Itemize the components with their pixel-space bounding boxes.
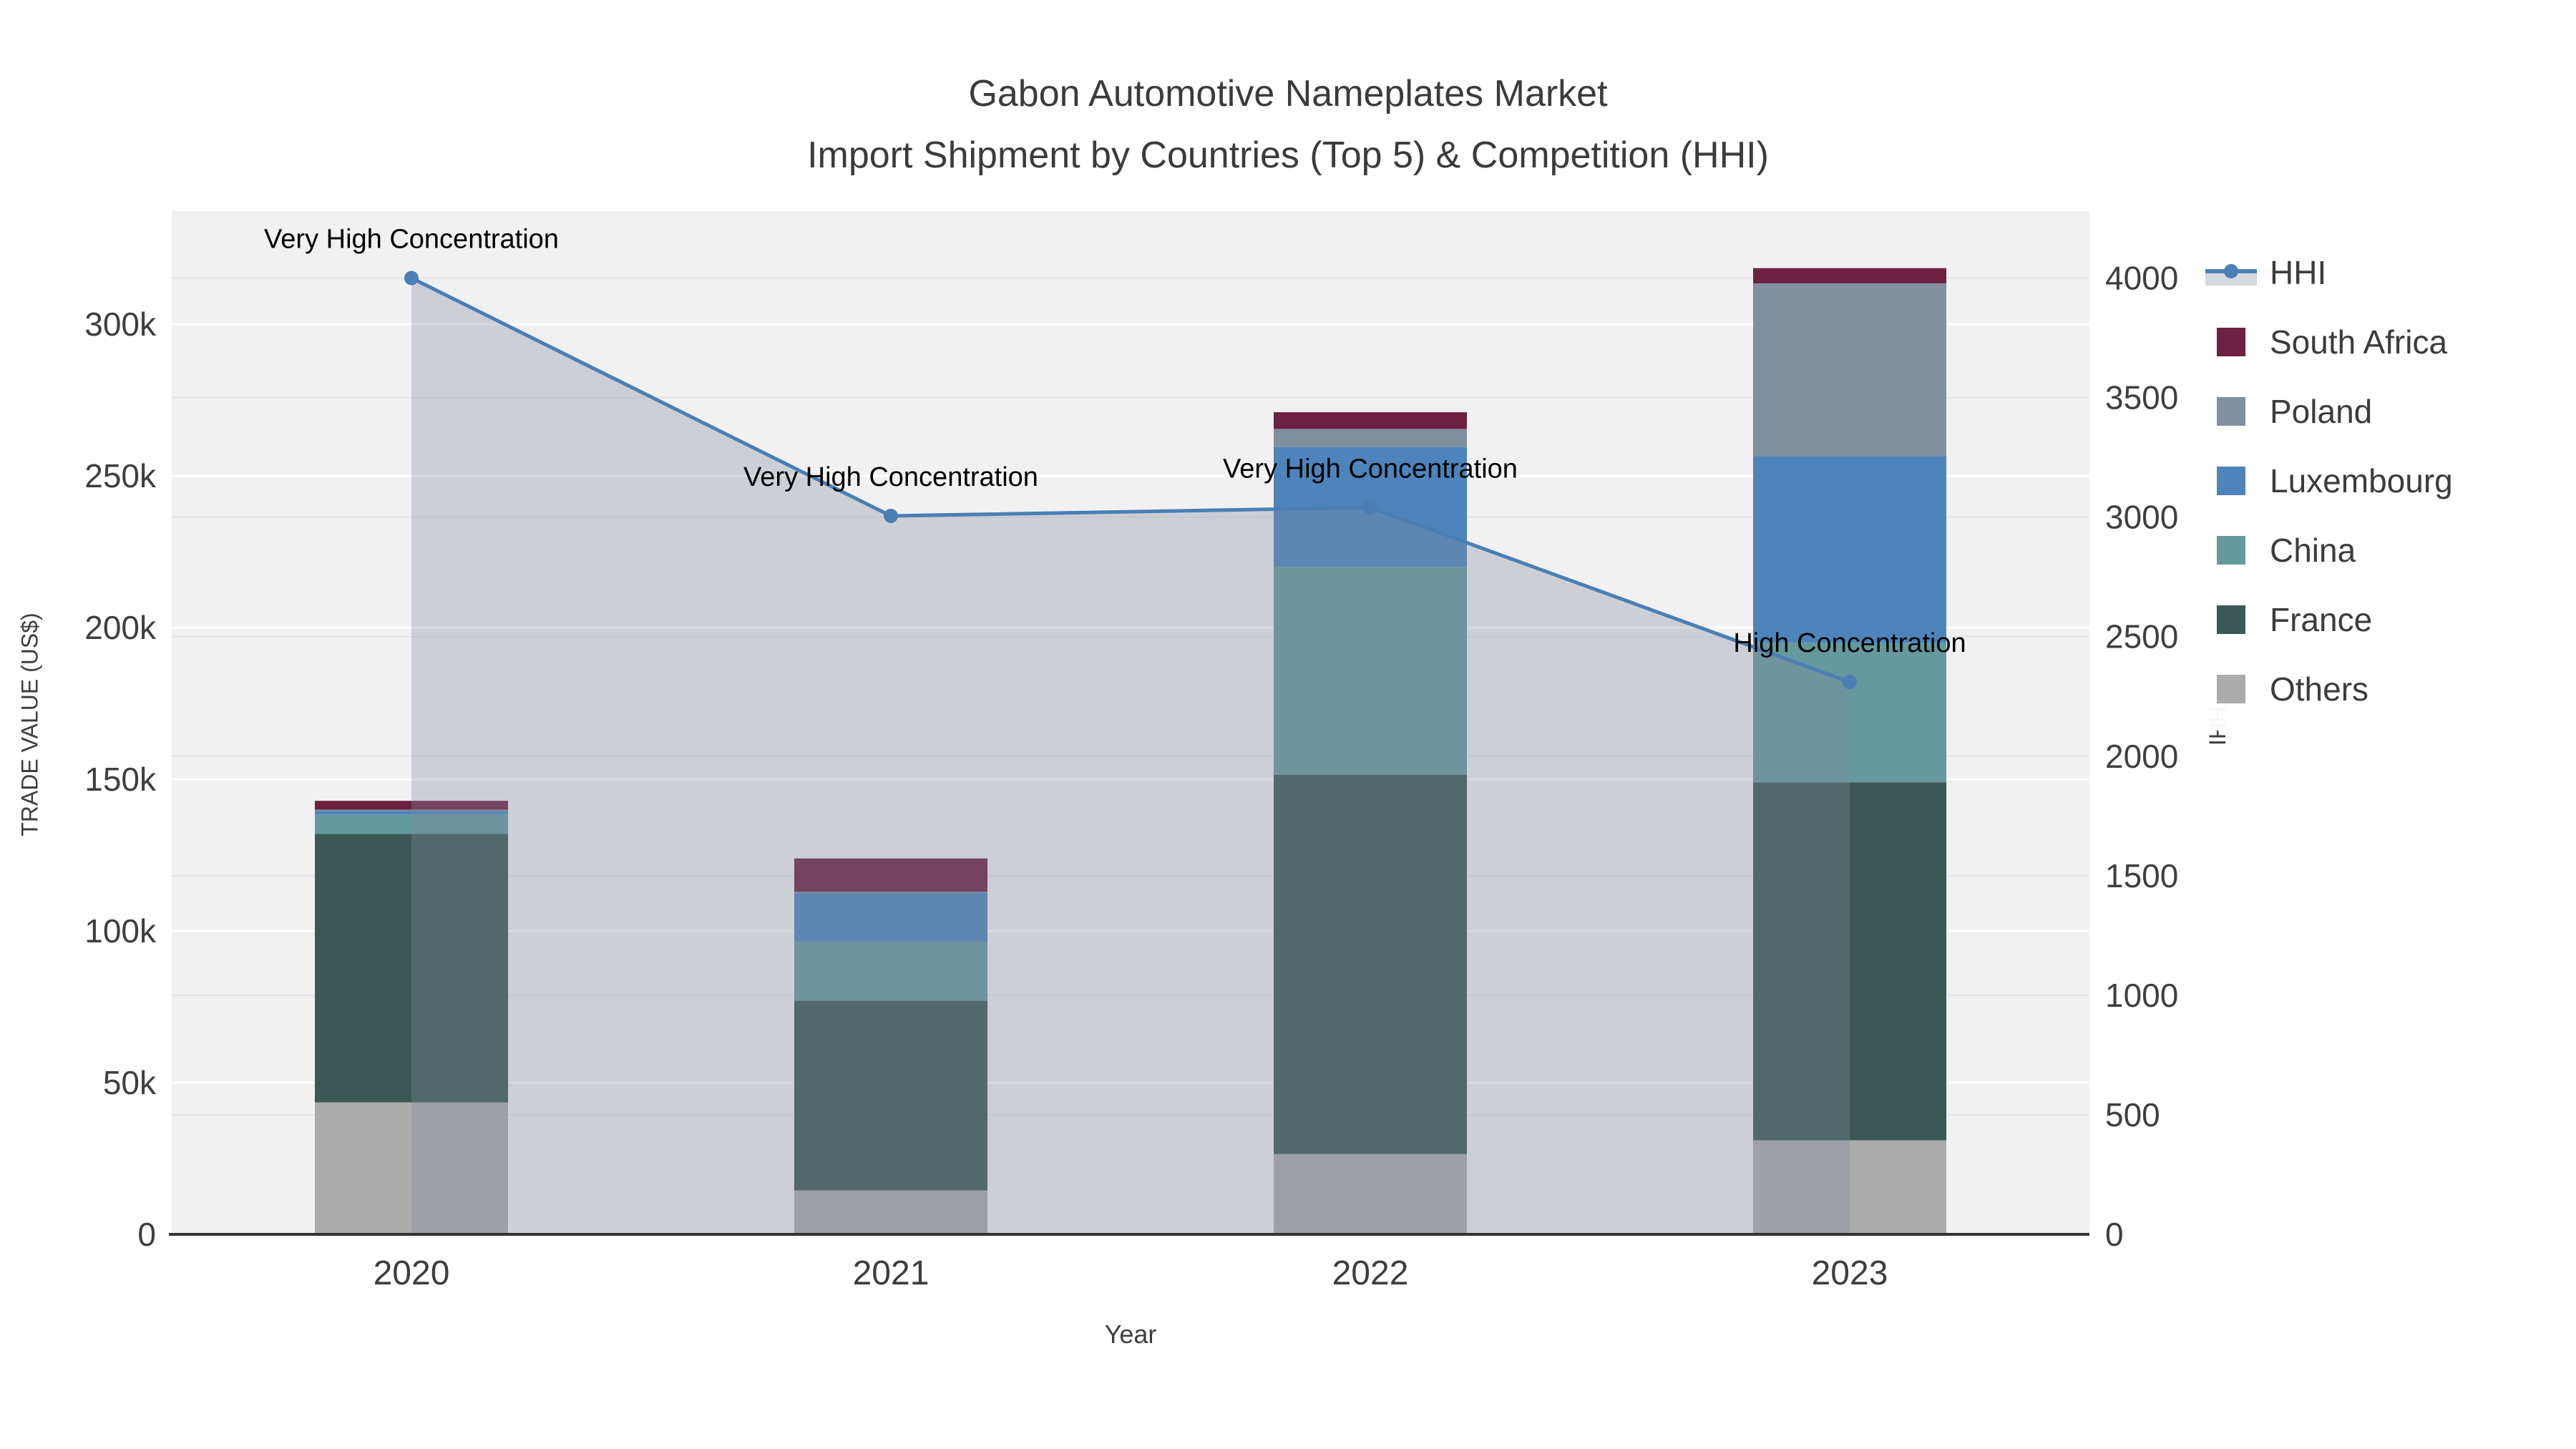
- hhi-marker-2023[interactable]: [1843, 675, 1857, 690]
- legend-label: Luxembourg: [2270, 462, 2453, 499]
- legend-item-luxembourg[interactable]: Luxembourg: [2188, 446, 2576, 515]
- bar-2023-france[interactable]: [1753, 782, 1946, 1141]
- y-right-tick-label: 3000: [2105, 499, 2178, 536]
- legend-label: France: [2270, 600, 2373, 638]
- bar-2021-france[interactable]: [794, 1000, 987, 1191]
- legend-swatch-icon: [2205, 674, 2257, 703]
- y-right-tick-label: 1000: [2105, 977, 2178, 1014]
- bar-2023-china[interactable]: [1753, 643, 1946, 783]
- hhi-marker-2022[interactable]: [1363, 500, 1377, 515]
- legend-swatch-icon: [2205, 396, 2257, 426]
- bar-2023-others[interactable]: [1753, 1140, 1946, 1234]
- bar-2021-luxembourg[interactable]: [794, 893, 987, 942]
- bar-2020-others[interactable]: [315, 1102, 508, 1234]
- bar-2022-france[interactable]: [1274, 774, 1467, 1154]
- legend-item-china[interactable]: China: [2188, 515, 2576, 585]
- y-left-tick-label: 0: [137, 1216, 156, 1253]
- annotation-2023: High Concentration: [1733, 628, 1966, 658]
- y-right-tick-label: 4000: [2105, 260, 2178, 297]
- bar-2020-poland[interactable]: [315, 809, 508, 811]
- bar-2021-south-africa[interactable]: [794, 858, 987, 892]
- bar-2023-poland[interactable]: [1753, 283, 1946, 457]
- hhi-line[interactable]: [410, 276, 1850, 684]
- legend-label: China: [2270, 531, 2356, 569]
- x-axis-title: Year: [1104, 1319, 1157, 1349]
- y-right-tick-label: 500: [2105, 1096, 2160, 1133]
- bar-2022-china[interactable]: [1274, 567, 1467, 775]
- legend-swatch-icon: [2205, 535, 2257, 565]
- chart-subtitle: Import Shipment by Countries (Top 5) & C…: [807, 135, 1769, 176]
- legend-label: HHI: [2270, 253, 2327, 291]
- y-left-tick-label: 250k: [84, 457, 157, 494]
- y-right-tick-label: 2500: [2105, 618, 2178, 655]
- bar-2022-poland[interactable]: [1274, 429, 1467, 447]
- hhi-area-fill: [411, 278, 1850, 1234]
- legend-item-south-africa[interactable]: South Africa: [2188, 307, 2576, 376]
- bar-2021-china[interactable]: [794, 941, 987, 1001]
- legend-label: Poland: [2270, 392, 2373, 430]
- y-axis-title-left: TRADE VALUE (US$): [16, 613, 43, 836]
- bar-2023-south-africa[interactable]: [1753, 268, 1946, 283]
- bar-2020-luxembourg[interactable]: [315, 811, 508, 815]
- x-tick-label-2020: 2020: [374, 1254, 450, 1292]
- y-right-tick-label: 0: [2105, 1216, 2124, 1253]
- x-tick-label-2023: 2023: [1812, 1254, 1888, 1292]
- bar-2022-south-africa[interactable]: [1274, 412, 1467, 429]
- legend: HHI South Africa Poland Luxembourg China Fran…: [2188, 230, 2576, 731]
- y-left-tick-label: 100k: [84, 912, 157, 950]
- legend-label: South Africa: [2270, 323, 2448, 361]
- x-tick-label-2022: 2022: [1332, 1254, 1409, 1292]
- y-left-tick-label: 200k: [84, 609, 157, 646]
- legend-item-poland[interactable]: Poland: [2188, 376, 2576, 446]
- bar-2020-south-africa[interactable]: [315, 801, 508, 810]
- legend-item-others[interactable]: Others: [2188, 654, 2576, 723]
- annotation-2022: Very High Concentration: [1223, 454, 1518, 484]
- annotation-2021: Very High Concentration: [743, 462, 1038, 492]
- hhi-marker-2021[interactable]: [884, 508, 898, 523]
- hhi-marker-2020[interactable]: [404, 270, 419, 286]
- y-left-tick-label: 300k: [84, 306, 157, 343]
- y-right-tick-label: 1500: [2105, 857, 2178, 894]
- y-right-tick-label: 2000: [2105, 738, 2178, 775]
- legend-label: Others: [2270, 670, 2369, 708]
- legend-item-france[interactable]: France: [2188, 585, 2576, 654]
- annotation-2020: Very High Concentration: [264, 225, 559, 255]
- bar-2023-luxembourg[interactable]: [1753, 456, 1946, 643]
- legend-swatch-icon: [2205, 605, 2257, 634]
- bar-2020-china[interactable]: [315, 814, 508, 834]
- bar-2021-poland[interactable]: [794, 892, 987, 894]
- legend-swatch-icon: [2205, 466, 2257, 495]
- y-left-tick-label: 150k: [84, 761, 157, 798]
- legend-swatch-hhi-line-icon: [2205, 257, 2257, 288]
- bar-2021-others[interactable]: [794, 1190, 987, 1234]
- bar-2022-others[interactable]: [1274, 1153, 1467, 1234]
- chart-title: Gabon Automotive Nameplates Market: [968, 73, 1608, 114]
- legend-swatch-icon: [2205, 327, 2257, 356]
- y-right-tick-label: 3500: [2105, 379, 2178, 416]
- legend-item-hhi[interactable]: HHI: [2188, 238, 2576, 307]
- chart-title-block: Gabon Automotive Nameplates Market Impor…: [0, 63, 2576, 186]
- bar-2020-france[interactable]: [315, 834, 508, 1103]
- y-left-tick-label: 50k: [103, 1064, 157, 1101]
- x-tick-label-2021: 2021: [853, 1254, 930, 1292]
